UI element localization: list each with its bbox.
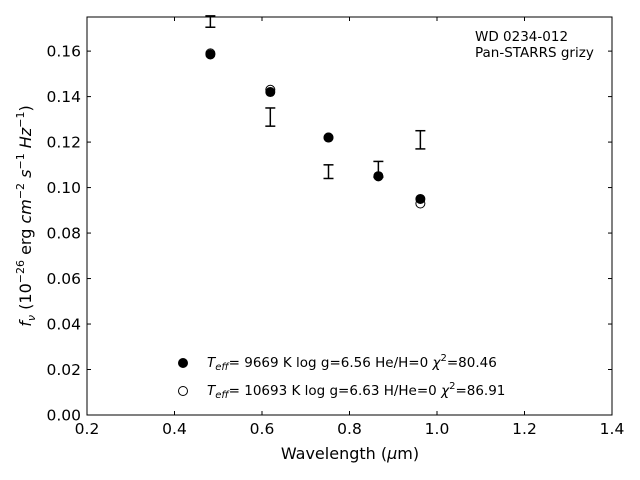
error-bar bbox=[415, 129, 426, 150]
y-tick-label: 0.06 bbox=[46, 270, 81, 288]
y-tick-label: 0.14 bbox=[46, 88, 81, 106]
y-tick-label: 0.04 bbox=[46, 316, 81, 334]
plot-frame bbox=[86, 16, 613, 416]
x-tick-label: 0.8 bbox=[337, 420, 362, 438]
x-tick-label: 1.4 bbox=[600, 420, 625, 438]
error-bar bbox=[323, 164, 334, 180]
legend-marker-open bbox=[178, 386, 188, 396]
model-point-filled bbox=[323, 132, 334, 143]
model-point-filled bbox=[373, 171, 384, 182]
x-tick-labels: 0.2 0.4 0.6 0.8 1.0 1.2 1.4 bbox=[75, 420, 625, 438]
y-tick-label: 0.10 bbox=[46, 179, 81, 197]
y-tick-label: 0.08 bbox=[46, 225, 81, 243]
x-tick-label: 0.6 bbox=[250, 420, 275, 438]
model-point-filled bbox=[205, 49, 216, 60]
legend-entry-1: Teff= 9669 K log g=6.56 He/H=0 χ2=80.46 bbox=[207, 353, 497, 373]
x-tick-label: 1.2 bbox=[512, 420, 537, 438]
y-tick-label: 0.12 bbox=[46, 134, 81, 152]
y-tick-label: 0.02 bbox=[46, 361, 81, 379]
model-point-filled bbox=[265, 87, 276, 98]
y-tick-label: 0.16 bbox=[46, 43, 81, 61]
y-tick-labels: 0.00 0.02 0.04 0.06 0.08 0.10 0.12 0.14 0.16 bbox=[46, 43, 81, 425]
x-tick-label: 1.0 bbox=[425, 420, 450, 438]
model-points bbox=[205, 48, 426, 209]
annotation-line-1: WD 0234-012 bbox=[475, 29, 568, 45]
y-axis-title: fν (10−26 erg cm−2 s−1 Hz−1) bbox=[14, 105, 38, 326]
legend-marker-filled bbox=[178, 358, 188, 368]
legend-entry-2: Teff= 10693 K log g=6.63 H/He=0 χ2=86.91 bbox=[207, 381, 505, 401]
legend: Teff= 9669 K log g=6.56 He/H=0 χ2=80.46 … bbox=[178, 353, 505, 401]
error-bar bbox=[265, 107, 276, 127]
y-tick-label: 0.00 bbox=[46, 407, 81, 425]
annotation-line-2: Pan-STARRS grizy bbox=[475, 45, 594, 61]
observed-error-bars bbox=[205, 15, 426, 180]
error-bar bbox=[205, 15, 216, 28]
model-point-filled bbox=[415, 193, 426, 204]
x-tick-label: 0.4 bbox=[162, 420, 187, 438]
x-axis-title: Wavelength (μm) bbox=[281, 444, 419, 463]
x-tick-label: 0.2 bbox=[75, 420, 100, 438]
